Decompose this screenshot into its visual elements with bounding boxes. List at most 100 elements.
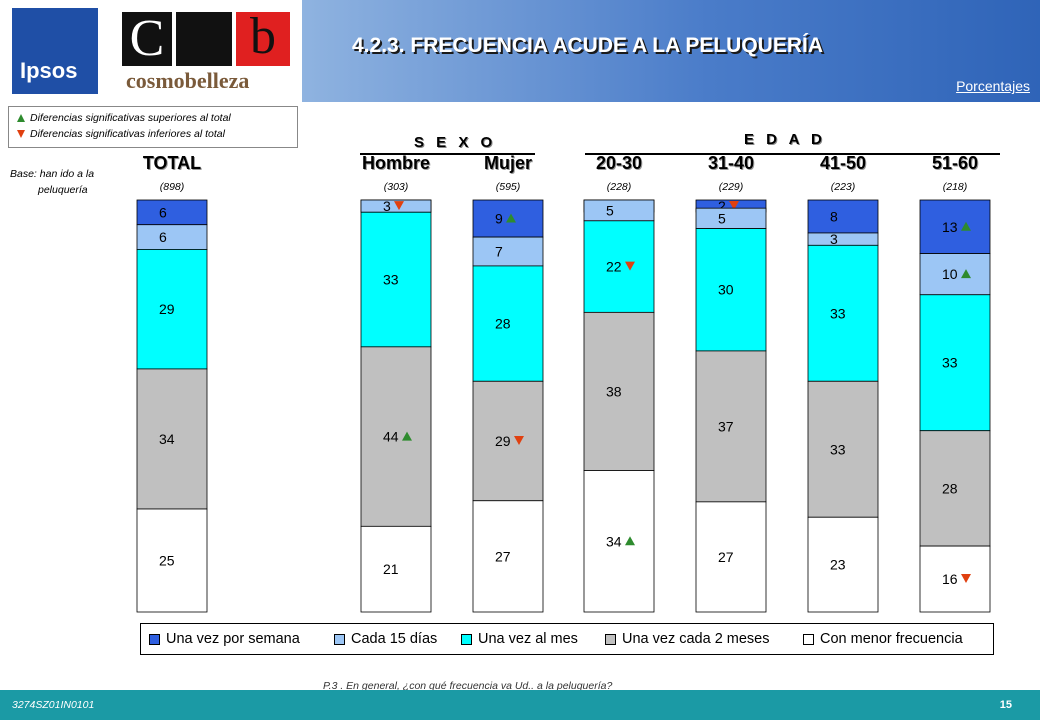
triangle-up-icon (625, 536, 635, 546)
bar-segment (360, 346, 432, 527)
base-label-line2: peluquería (38, 184, 88, 196)
data-label: 10 (942, 266, 958, 282)
bar-segment (583, 220, 655, 313)
group-title-sexo: S E X O (414, 134, 497, 151)
footer: 3274SZ01IN0101 15 (0, 690, 1040, 720)
legend-item-menor: Con menor frecuencia (803, 631, 963, 647)
data-label: 25 (159, 553, 175, 569)
data-label: 7 (495, 244, 503, 260)
question-text: P.3 . En general, ¿con qué frecuencia va… (323, 680, 613, 692)
triangle-up-icon (402, 431, 412, 441)
base-label-line1: Base: han ido a la (10, 168, 95, 180)
bar-segment (472, 236, 544, 267)
data-label: 27 (495, 548, 511, 564)
bar-segment (807, 244, 879, 382)
legend-label: Cada 15 días (351, 631, 438, 647)
bar-segment (472, 265, 544, 382)
data-label: 30 (718, 282, 734, 298)
bar-segment (695, 228, 767, 352)
footer-code: 3274SZ01IN0101 (12, 699, 95, 711)
bar-segment (472, 380, 544, 502)
bar-segment (136, 368, 208, 510)
column-label: 41-50 (819, 153, 867, 173)
column-label: TOTAL (142, 153, 202, 173)
data-label: 8 (830, 208, 838, 224)
column-label: 20-30 (595, 153, 643, 173)
cb-logo-image (176, 12, 232, 66)
triangle-up-icon (506, 213, 516, 223)
data-label: 5 (718, 210, 726, 226)
bar-segment (695, 501, 767, 613)
sig-up-label: Diferencias significativas superiores al… (30, 112, 231, 124)
sig-up-row: Diferencias significativas superiores al… (17, 112, 231, 124)
data-label: 29 (495, 433, 511, 449)
legend-swatch (605, 633, 616, 645)
title-band (302, 0, 1040, 102)
bar-segment (695, 207, 767, 229)
column-base: (223) (830, 181, 856, 193)
data-label: 27 (718, 549, 734, 565)
page-number: 15 (999, 699, 1012, 711)
data-label: 33 (942, 355, 958, 371)
data-label: 38 (606, 383, 622, 399)
legend-item-2meses: Una vez cada 2 meses (605, 631, 770, 647)
legend-item-15dias: Cada 15 días (334, 631, 437, 647)
data-label: 33 (830, 305, 846, 321)
bar-segment (919, 545, 991, 613)
column-label: Mujer (483, 153, 533, 173)
units-label: Porcentajes (956, 78, 1030, 94)
edad-underline (585, 153, 1000, 155)
column-base: (303) (383, 181, 409, 193)
data-label: 33 (383, 272, 399, 288)
bar-segment (360, 525, 432, 613)
bar-segment (807, 232, 879, 246)
triangle-down-icon (17, 130, 25, 139)
triangle-up-icon (961, 221, 971, 231)
legend-label: Una vez por semana (166, 631, 300, 647)
cb-logo-b: b (236, 11, 290, 66)
triangle-up-icon (961, 269, 971, 279)
column-label: 51-60 (931, 153, 979, 173)
triangle-down-icon (729, 201, 739, 210)
bar-segment (472, 500, 544, 613)
legend-item-semana: Una vez por semana (149, 631, 300, 647)
bar-segment (360, 211, 432, 348)
data-label: 34 (606, 533, 622, 549)
bar-segment (919, 430, 991, 547)
legend-swatch (334, 633, 345, 645)
sexo-underline (360, 153, 535, 155)
header: Ipsos C b cosmobelleza 4.2.3. FRECUENCIA… (0, 0, 1040, 102)
data-label: 23 (830, 557, 846, 573)
data-label: 28 (942, 480, 958, 496)
legend-label: Con menor frecuencia (820, 631, 963, 647)
data-label: 33 (830, 441, 846, 457)
column-base: (229) (718, 181, 744, 193)
bar-segment (472, 199, 544, 238)
bar-segment (919, 199, 991, 254)
data-label: 34 (159, 431, 175, 447)
data-label: 37 (718, 418, 734, 434)
bar-segment (807, 516, 879, 613)
triangle-down-icon (514, 436, 524, 446)
cb-logo-word: cosmobelleza (126, 68, 250, 93)
column-label: Hombre (361, 153, 431, 173)
data-label: 44 (383, 429, 399, 445)
data-label: 21 (383, 561, 399, 577)
legend-swatch (803, 633, 814, 645)
triangle-up-icon (17, 114, 25, 123)
bar-segment (136, 224, 208, 250)
column-base: (595) (495, 181, 521, 193)
data-label: 29 (159, 301, 175, 317)
data-label: 22 (606, 259, 622, 275)
data-label: 9 (495, 211, 503, 227)
legend-swatch (461, 633, 472, 645)
triangle-down-icon (625, 261, 635, 271)
bar-segment (919, 294, 991, 432)
base-label: Base: han ido a la peluquería (10, 166, 120, 198)
data-label: 2 (718, 198, 726, 214)
cb-logo-c: C (122, 12, 172, 66)
data-label: 3 (830, 231, 838, 247)
ipsos-logo: Ipsos (12, 8, 98, 94)
bar-segment (136, 199, 208, 226)
